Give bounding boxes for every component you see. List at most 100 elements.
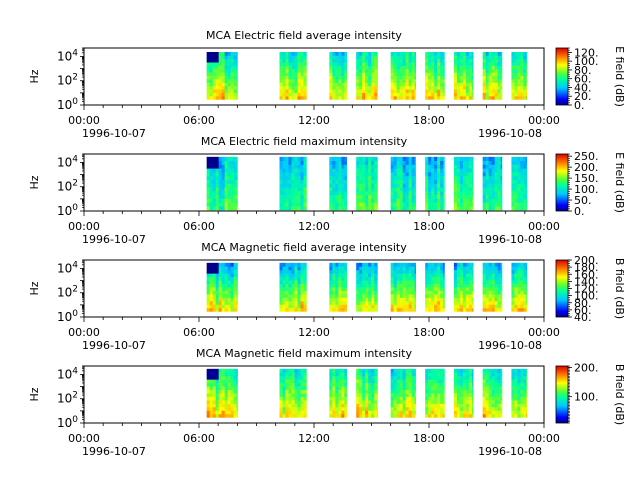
spectrogram-cell (210, 76, 213, 80)
spectrogram-cell (295, 89, 298, 93)
spectrogram-cell (495, 273, 498, 277)
spectrogram-cell (301, 372, 304, 376)
spectrogram-cell (289, 66, 292, 70)
spectrogram-cell (406, 191, 409, 195)
spectrogram-cell (359, 79, 362, 83)
spectrogram-cell (231, 400, 234, 404)
spectrogram-cell (472, 386, 474, 390)
spectrogram-cell (514, 66, 517, 70)
x-tick-label: 06:00 (183, 326, 215, 339)
spectrogram-cell (434, 294, 437, 298)
spectrogram-cell (368, 199, 371, 203)
spectrogram-cell (371, 79, 374, 83)
spectrogram-cell (472, 76, 474, 80)
spectrogram-cell (460, 195, 463, 199)
spectrogram-cell (526, 82, 527, 86)
spectrogram-cell (415, 308, 416, 312)
spectrogram-cell (391, 86, 394, 90)
spectrogram-cell (428, 414, 431, 418)
spectrogram-cell (356, 180, 359, 184)
spectrogram-cell (329, 410, 332, 414)
spectrogram-cell (520, 55, 523, 59)
spectrogram-cell (511, 308, 514, 312)
spectrogram-cell (415, 294, 416, 298)
spectrogram-cell (523, 195, 526, 199)
spectrogram-cell (409, 89, 412, 93)
spectrogram-cell (443, 403, 445, 407)
spectrogram-cell (460, 62, 463, 66)
spectrogram-cell (234, 372, 237, 376)
spectrogram-cell (362, 168, 365, 172)
spectrogram-cell (368, 168, 371, 172)
spectrogram-cell (437, 386, 440, 390)
spectrogram-cell (286, 172, 289, 176)
spectrogram-cell (391, 369, 394, 373)
spectrogram-cell (213, 390, 216, 394)
spectrogram-cell (301, 304, 304, 308)
spectrogram-cell (365, 89, 368, 93)
spectrogram-cell (225, 76, 228, 80)
spectrogram-cell (511, 376, 514, 380)
spectrogram-cell (440, 183, 443, 187)
spectrogram-cell (483, 291, 486, 295)
spectrogram-cell (514, 164, 517, 168)
spectrogram-cell (431, 304, 434, 308)
spectrogram-cell (415, 93, 416, 97)
spectrogram-cell (403, 164, 406, 168)
spectrogram-cell (329, 76, 332, 80)
spectrogram-cell (332, 199, 335, 203)
spectrogram-cell (298, 191, 301, 195)
spectrogram-cell (409, 304, 412, 308)
spectrogram-cell (495, 79, 498, 83)
spectrogram-cell (295, 397, 298, 401)
spectrogram-cell (391, 304, 394, 308)
spectrogram-cell (460, 52, 463, 56)
spectrogram-cell (415, 376, 416, 380)
spectrogram-cell (415, 277, 416, 281)
spectrogram-cell (437, 161, 440, 165)
spectrogram-cell (362, 199, 365, 203)
spectrogram-cell (397, 59, 400, 63)
spectrogram-cell (483, 52, 486, 56)
spectrogram-cell (225, 376, 228, 380)
spectrogram-cell (332, 407, 335, 411)
spectrogram-cell (489, 304, 492, 308)
spectrogram-cell (304, 79, 307, 83)
spectrogram-cell (526, 280, 527, 284)
spectrogram-cell (391, 206, 394, 210)
spectrogram-cell (216, 376, 219, 380)
spectrogram-cell (374, 263, 377, 267)
spectrogram-cell (216, 62, 219, 66)
spectrogram-cell (295, 176, 298, 180)
spectrogram-cell (228, 157, 231, 161)
spectrogram-cell (338, 386, 341, 390)
spectrogram-cell (286, 164, 289, 168)
spectrogram-cell (457, 76, 460, 80)
spectrogram-cell (406, 202, 409, 206)
spectrogram-cell (391, 393, 394, 397)
spectrogram-cell (338, 277, 341, 281)
spectrogram-cell (412, 187, 415, 191)
spectrogram-cell (283, 400, 286, 404)
spectrogram-cell (403, 308, 406, 312)
spectrogram-cell (207, 301, 210, 305)
colorbar-label: B field (dB) (613, 364, 626, 425)
spectrogram-cell (283, 59, 286, 63)
spectrogram-cell (457, 72, 460, 76)
spectrogram-cell (289, 89, 292, 93)
spectrogram-cell (341, 93, 344, 97)
spectrogram-cell (216, 304, 219, 308)
spectrogram-cell (222, 183, 225, 187)
spectrogram-cell (514, 407, 517, 411)
spectrogram-cell (460, 161, 463, 165)
spectrogram-cell (403, 79, 406, 83)
spectrogram-cell (511, 372, 514, 376)
spectrogram-cell (434, 287, 437, 291)
spectrogram-cell (517, 157, 520, 161)
spectrogram-cell (234, 55, 237, 59)
spectrogram-cell (210, 72, 213, 76)
spectrogram-cell (210, 410, 213, 414)
spectrogram-cell (409, 52, 412, 56)
spectrogram-cell (304, 195, 307, 199)
spectrogram-cell (443, 86, 445, 90)
